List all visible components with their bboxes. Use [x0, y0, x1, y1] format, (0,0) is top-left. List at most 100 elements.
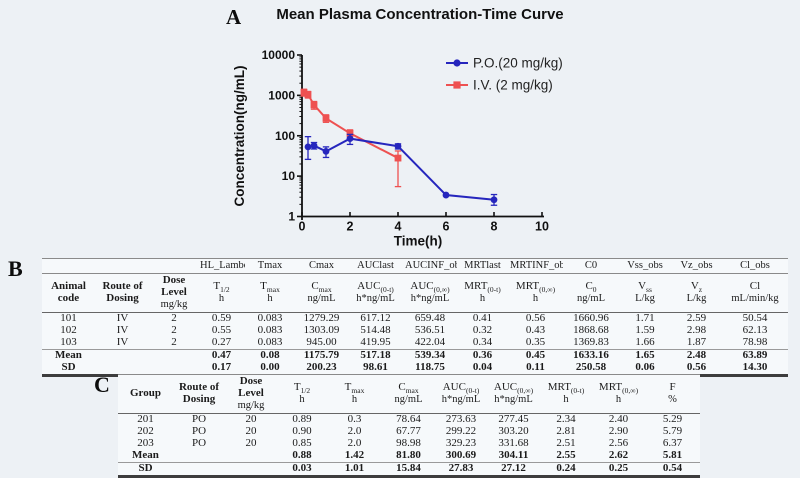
data-cell: 539.34 [403, 349, 457, 363]
data-cell: 0.00 [260, 362, 280, 374]
data-cell [95, 349, 150, 363]
data-cell: 2.0 [347, 426, 362, 438]
data-cell: PO [191, 438, 207, 450]
data-point-marker [394, 142, 402, 150]
data-cell: 0.54 [645, 462, 700, 477]
header-cell: C0 ng/mL [563, 273, 619, 314]
summary-row: Mean 0.88 1.42 81.80 300.69 304.11 2.55 2.62 5.8… [118, 450, 700, 463]
data-cell: 50.54 [742, 312, 768, 325]
software-header-cell: MRTINF_obs [508, 258, 563, 275]
data-cell: SD [61, 362, 76, 374]
data-cell: 2.90 [608, 426, 629, 438]
data-cell: 201 [137, 413, 154, 426]
data-cell: PO [191, 413, 207, 426]
data-cell: 0.35 [525, 337, 546, 349]
data-cell: 1303.09 [303, 325, 340, 337]
data-cell: 2.55 [556, 450, 576, 462]
data-cell: 200.23 [306, 362, 337, 374]
data-cell: 329.23 [445, 438, 477, 450]
data-cell: 1.01 [327, 462, 382, 477]
x-tick-label: 8 [491, 220, 498, 234]
header-cell: Cmax ng/mL [295, 273, 348, 314]
data-cell: 2.62 [608, 450, 629, 462]
data-cell: 0.34 [472, 337, 493, 349]
panel-a-label: A [226, 5, 242, 29]
data-row: 101 IV 2 0.59 0.083 1279.29 617.12 659.48 0.41 0.… [42, 313, 788, 326]
header-cell: Animal code [42, 273, 95, 314]
data-cell: 103 [60, 337, 77, 349]
software-header-cell [95, 258, 150, 275]
legend-label: I.V. (2 mg/kg) [473, 78, 553, 93]
y-tick-label: 1 [288, 210, 295, 224]
data-cell: 2.51 [556, 438, 576, 450]
data-cell: 1.71 [635, 312, 655, 325]
data-row: 201 PO 20 0.89 0.3 78.64 273.63 277.45 2.34 2.40 5… [118, 414, 700, 427]
data-cell [225, 462, 277, 477]
data-cell: 62.13 [742, 325, 768, 337]
x-tick-label: 10 [535, 220, 549, 234]
data-cell: 0.47 [198, 349, 245, 363]
data-cell: 20 [245, 413, 257, 426]
data-cell: 422.04 [414, 337, 446, 349]
data-cell: 514.48 [360, 325, 391, 337]
header-cell: T1/2 h [277, 374, 327, 415]
data-point-marker [442, 191, 450, 199]
data-cell: 1660.96 [573, 312, 609, 325]
header-cell: AUC(0-t) h*ng/mL [435, 374, 487, 415]
header-cell: Cmax ng/mL [382, 374, 435, 415]
software-header-row: HL_Lambda_TmaxCmaxAUClastAUCINF_obsMRTla… [42, 258, 788, 275]
summary-row: Mean 0.47 0.08 1175.79 517.18 539.34 0.36 0.45 1… [42, 349, 788, 363]
x-tick-label: 0 [299, 220, 306, 234]
data-cell: 67.77 [396, 426, 421, 438]
data-cell: 5.29 [662, 413, 683, 426]
software-header-cell [42, 258, 95, 275]
header-cell: MRT(0-t) h [457, 273, 508, 314]
header-cell: Route of Dosing [95, 273, 150, 314]
software-header-cell: MRTlast [457, 258, 508, 275]
software-header-cell [150, 258, 198, 275]
data-cell: 98.98 [396, 438, 421, 450]
data-cell: 1.87 [686, 337, 707, 349]
header-cell: Group [118, 374, 173, 415]
data-cell [173, 462, 225, 477]
data-cell: 98.61 [363, 362, 388, 374]
header-cell: AUC(0,∞) h*ng/mL [487, 374, 540, 415]
data-cell: 1279.29 [303, 312, 340, 325]
software-header-cell: Vz_obs [671, 258, 722, 275]
data-cell: 0.59 [211, 312, 232, 325]
legend-marker [453, 59, 461, 67]
data-cell: 2.59 [686, 312, 707, 325]
x-tick-label: 2 [347, 220, 354, 234]
data-cell: 78.64 [396, 413, 421, 426]
data-cell: 0.3 [347, 413, 362, 426]
data-cell: 20 [245, 438, 257, 450]
data-cell: 299.22 [445, 426, 477, 438]
data-cell: 118.75 [415, 362, 445, 374]
data-cell: 27.83 [435, 462, 487, 477]
data-cell: 5.79 [662, 426, 683, 438]
data-cell: 0.56 [686, 362, 707, 374]
data-point-marker [322, 147, 330, 155]
header-cell: AUC(0,∞) h*ng/mL [403, 273, 457, 314]
header-cell: Route of Dosing [173, 374, 225, 415]
software-header-cell: AUCINF_obs [403, 258, 457, 275]
header-cell: Cl mL/min/kg [722, 273, 788, 314]
data-cell: 203 [137, 438, 154, 450]
data-cell: 1175.79 [295, 349, 348, 363]
data-cell: 0.36 [457, 349, 508, 363]
data-cell: 331.68 [498, 438, 529, 450]
data-cell: 2.40 [608, 413, 629, 426]
data-row: 202 PO 20 0.90 2.0 67.77 299.22 303.20 2.81 2.90 5… [118, 426, 700, 438]
data-cell: 20 [245, 426, 257, 438]
data-cell: 14.30 [742, 362, 768, 374]
data-cell: 1369.83 [573, 337, 609, 349]
data-point-marker [346, 135, 354, 142]
data-cell: 0.04 [472, 362, 493, 374]
software-header-cell: Vss_obs [619, 258, 671, 275]
pk-table-po: Group Route of Dosing Dose Level mg/kg T1/2 h… [118, 374, 700, 478]
legend-marker [453, 81, 461, 89]
data-cell: 0.27 [211, 337, 232, 349]
header-cell: Dose Level mg/kg [225, 374, 277, 415]
summary-row: SD 0.03 1.01 15.84 27.83 27.12 0.24 0.25 0.54 [118, 462, 700, 477]
